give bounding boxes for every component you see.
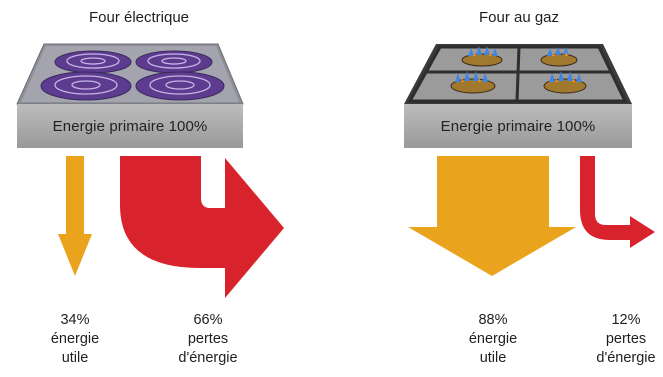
gas-stove-icon — [404, 44, 632, 104]
gas-losses-line2: d'énergie — [596, 350, 656, 366]
gas-losses-percent: 12% — [611, 312, 641, 328]
gas-useful-label: 88% énergie utile — [438, 311, 548, 368]
electric-losses-arrow — [120, 156, 284, 298]
electric-stove-icon — [16, 43, 244, 105]
gas-primary-energy-box: Energie primaire 100% — [404, 104, 632, 148]
gas-losses-label: 12% pertes d'énergie — [571, 311, 663, 368]
gas-oven-title: Four au gaz — [478, 9, 560, 26]
electric-useful-arrow — [58, 156, 92, 276]
electric-losses-percent: 66% — [193, 312, 223, 328]
electric-oven-title: Four électrique — [88, 9, 190, 26]
gas-useful-line2: utile — [479, 350, 507, 366]
electric-useful-label: 34% énergie utile — [20, 311, 130, 368]
electric-useful-line1: énergie — [50, 331, 100, 347]
electric-primary-energy-box: Energie primaire 100% — [17, 104, 243, 148]
gas-useful-line1: énergie — [468, 331, 518, 347]
electric-useful-percent: 34% — [60, 312, 90, 328]
electric-useful-line2: utile — [61, 350, 89, 366]
electric-losses-label: 66% pertes d'énergie — [153, 311, 263, 368]
gas-useful-percent: 88% — [478, 312, 508, 328]
electric-losses-line2: d'énergie — [178, 350, 238, 366]
gas-losses-arrow — [580, 156, 655, 248]
electric-losses-line1: pertes — [187, 331, 229, 347]
gas-losses-line1: pertes — [605, 331, 647, 347]
gas-useful-arrow — [408, 156, 576, 276]
